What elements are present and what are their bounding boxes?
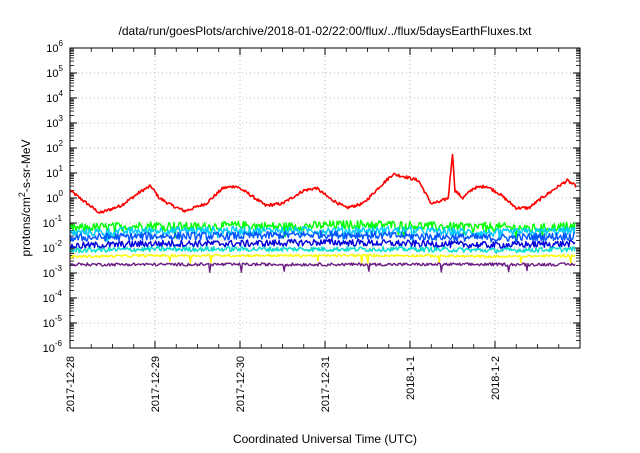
y-axis-label-rest: -s-sr-MeV [19, 139, 33, 192]
y-tick-label-base: 10 [43, 268, 55, 280]
series-line [69, 262, 576, 273]
y-tick-label-exp: -5 [55, 314, 63, 323]
y-axis-label-sup: 2 [17, 192, 27, 197]
y-tick-label: 10-2 [43, 239, 63, 255]
y-tick-label: 103 [46, 114, 63, 130]
y-tick-label-exp: -2 [55, 239, 63, 248]
y-tick-label-exp: 3 [59, 114, 64, 123]
series-layer [69, 153, 577, 273]
x-axis-label: Coordinated Universal Time (UTC) [233, 432, 417, 446]
y-axis-label-base: protons/cm [19, 197, 33, 256]
series-line [69, 153, 577, 214]
y-tick-label-base: 10 [46, 93, 58, 105]
y-tick-label-base: 10 [46, 143, 58, 155]
y-tick-label-exp: 2 [59, 139, 64, 148]
x-tick-labels: 2017-12-28 2017-12-29 2017-12-30 2017-12-31… [65, 356, 502, 412]
y-tick-label-base: 10 [46, 193, 58, 205]
series-line [69, 238, 576, 249]
y-tick-label: 105 [46, 64, 63, 80]
grid [70, 48, 580, 348]
series-line [69, 225, 576, 244]
x-tick-label: 2018-1-1 [405, 356, 417, 400]
y-axis-label: protons/cm2-s-sr-MeV [17, 139, 33, 256]
y-tick-label-base: 10 [46, 43, 58, 55]
y-tick-label: 10-5 [43, 314, 63, 330]
x-tick-label: 2017-12-28 [65, 356, 77, 412]
y-tick-label-base: 10 [43, 293, 55, 305]
y-tick-label: 100 [46, 189, 63, 205]
y-tick-label: 106 [46, 39, 63, 55]
y-tick-label-exp: 4 [59, 89, 64, 98]
y-tick-label-base: 10 [46, 118, 58, 130]
y-tick-label: 10-3 [43, 264, 63, 280]
y-tick-label-base: 10 [43, 218, 55, 230]
axis-ticks [69, 47, 580, 349]
y-tick-label: 10-4 [43, 289, 63, 305]
plot-frame [69, 47, 581, 349]
y-tick-label-exp: -6 [55, 339, 63, 348]
series-line [69, 253, 576, 264]
y-tick-label-exp: 5 [59, 64, 64, 73]
y-tick-label-exp: -4 [55, 289, 63, 298]
x-tick-label: 2017-12-30 [235, 356, 247, 412]
y-tick-label-base: 10 [43, 343, 55, 355]
x-tick-label: 2017-12-29 [150, 356, 162, 412]
y-tick-label: 101 [46, 164, 63, 180]
y-tick-label-base: 10 [43, 243, 55, 255]
y-tick-labels: 10-610-510-410-310-210-11001011021031041… [43, 39, 64, 355]
y-tick-label: 104 [46, 89, 63, 105]
series-line [69, 229, 576, 243]
y-tick-label-exp: 6 [59, 39, 64, 48]
y-tick-label: 10-6 [43, 339, 63, 355]
y-tick-label-base: 10 [46, 168, 58, 180]
series-line [69, 219, 576, 241]
x-tick-label: 2017-12-31 [320, 356, 332, 412]
y-tick-label-exp: -3 [55, 264, 63, 273]
y-tick-label-exp: 1 [59, 164, 64, 173]
y-tick-label-exp: -1 [55, 214, 63, 223]
chart-title: /data/run/goesPlots/archive/2018-01-02/2… [119, 24, 533, 38]
series-line [69, 245, 576, 254]
y-tick-label-base: 10 [43, 318, 55, 330]
x-tick-label: 2018-1-2 [490, 356, 502, 400]
y-tick-label: 10-1 [43, 214, 63, 230]
y-tick-label-base: 10 [46, 68, 58, 80]
y-tick-label: 102 [46, 139, 63, 155]
y-tick-label-exp: 0 [59, 189, 64, 198]
